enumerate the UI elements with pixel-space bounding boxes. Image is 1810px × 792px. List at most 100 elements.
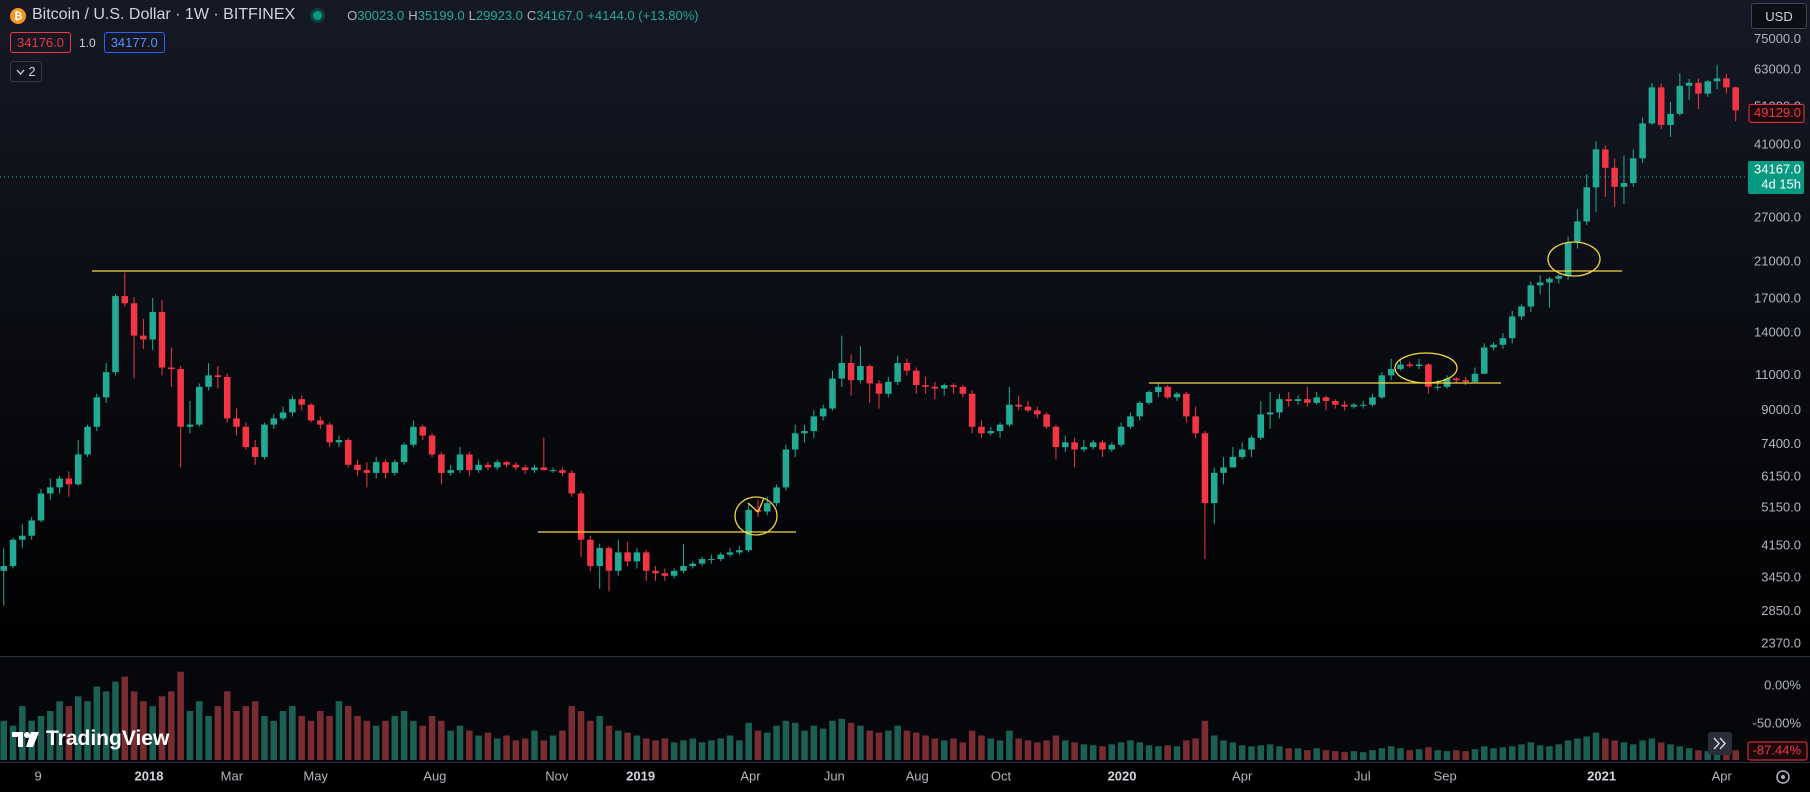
volume-bar bbox=[102, 691, 110, 760]
volume-bar bbox=[1089, 745, 1097, 760]
volume-bar bbox=[1713, 750, 1721, 760]
candle-body bbox=[65, 478, 73, 485]
volume-bar bbox=[1276, 746, 1283, 760]
x-tick-label: Oct bbox=[991, 768, 1012, 783]
volume-bar bbox=[1630, 744, 1637, 760]
candle-body bbox=[1136, 402, 1144, 417]
candle-body bbox=[1248, 437, 1255, 450]
candle-body bbox=[1257, 414, 1265, 438]
x-tick-label: Sep bbox=[1434, 768, 1457, 783]
volume-bar bbox=[1080, 744, 1088, 760]
volume-bar bbox=[1266, 744, 1274, 760]
volume-bar bbox=[1322, 750, 1330, 760]
volume-bar bbox=[615, 730, 622, 760]
candle-body bbox=[875, 383, 883, 394]
candle-body bbox=[1210, 472, 1218, 504]
volume-bar bbox=[47, 711, 54, 760]
candle-body bbox=[1648, 87, 1656, 124]
candle-body bbox=[1397, 364, 1404, 370]
candle-body bbox=[0, 566, 7, 571]
last-price-label: 34167.0 bbox=[1754, 161, 1801, 176]
candle-body bbox=[689, 563, 697, 567]
volume-bar bbox=[894, 725, 901, 760]
candle-body bbox=[512, 464, 520, 468]
candle-body bbox=[1639, 123, 1646, 159]
volume-bar bbox=[903, 730, 911, 760]
candle-body bbox=[382, 462, 389, 473]
volume-bar bbox=[1238, 745, 1246, 760]
currency-label: USD bbox=[1765, 8, 1793, 24]
candle-body bbox=[1238, 449, 1246, 457]
volume-bar bbox=[1099, 746, 1106, 760]
ohlc-value: 30023.0 bbox=[357, 7, 405, 23]
candle-body bbox=[903, 363, 911, 371]
volume-bar bbox=[410, 720, 417, 760]
volume-bar bbox=[484, 732, 492, 760]
volume-bar bbox=[652, 740, 659, 760]
candle-body bbox=[680, 566, 687, 571]
candle-body bbox=[1015, 404, 1022, 407]
volume-bar bbox=[298, 715, 305, 760]
candle-body bbox=[19, 535, 26, 540]
candle-body bbox=[605, 548, 613, 571]
sell-button[interactable]: 34176.0 bbox=[10, 32, 71, 53]
volume-bar bbox=[1434, 750, 1441, 760]
candle-body bbox=[913, 370, 920, 386]
volume-bar bbox=[698, 742, 706, 760]
y-tick-label: 6150.0 bbox=[1761, 469, 1801, 484]
candle-body bbox=[1071, 442, 1078, 450]
volume-bar bbox=[1704, 751, 1712, 760]
candle-body bbox=[1034, 410, 1041, 415]
candle-body bbox=[205, 375, 212, 387]
settings-button[interactable] bbox=[1776, 770, 1790, 784]
candle-body bbox=[1415, 364, 1423, 367]
volume-bar bbox=[326, 715, 333, 760]
ohlc-item: O30023.0 bbox=[347, 8, 404, 23]
marker-price-box bbox=[1748, 103, 1805, 123]
candle-body bbox=[1583, 187, 1590, 222]
volume-bar bbox=[1425, 747, 1432, 760]
indicators-count: 2 bbox=[28, 64, 36, 79]
logo-icon bbox=[12, 732, 39, 747]
candle-body bbox=[186, 424, 194, 427]
volume-bar bbox=[624, 732, 631, 760]
candle-body bbox=[615, 552, 622, 571]
volume-bar bbox=[931, 738, 939, 760]
volume-bar bbox=[205, 715, 212, 760]
candle-body bbox=[1080, 447, 1088, 450]
volume-bar bbox=[1108, 744, 1116, 760]
candle-body bbox=[1518, 306, 1525, 317]
candle-body bbox=[847, 363, 855, 381]
x-tick-label: 2019 bbox=[626, 768, 655, 783]
y-tick-label: 41000.0 bbox=[1754, 136, 1801, 151]
brand-logo: TradingView bbox=[12, 727, 169, 751]
candle-body bbox=[177, 369, 184, 427]
volume-bar bbox=[1406, 750, 1414, 760]
indicators-toggle[interactable]: 2 bbox=[10, 61, 42, 82]
candle-body bbox=[149, 311, 156, 340]
candle-body bbox=[503, 462, 510, 465]
candle-body bbox=[1406, 364, 1414, 367]
buy-button[interactable]: 34177.0 bbox=[103, 32, 165, 53]
volume-bar bbox=[140, 701, 147, 760]
symbol-title[interactable]: Bitcoin / U.S. Dollar · 1W · BITFINEX bbox=[32, 6, 296, 23]
candle-body bbox=[428, 435, 436, 455]
volume-bar bbox=[335, 701, 343, 760]
volume-bar bbox=[1006, 730, 1013, 760]
candle-body bbox=[1052, 426, 1060, 448]
y-tick-label: 2370.0 bbox=[1761, 635, 1801, 650]
volume-bar bbox=[1145, 745, 1153, 760]
candle-body bbox=[968, 393, 976, 427]
candle-body bbox=[410, 426, 417, 445]
volume-bar bbox=[670, 742, 678, 760]
volume-bar bbox=[1564, 740, 1572, 760]
candle-body bbox=[1555, 276, 1563, 279]
currency-button[interactable]: USD bbox=[1751, 3, 1807, 29]
candle-body bbox=[568, 472, 575, 494]
symbol-icon bbox=[10, 8, 26, 24]
volume-bar bbox=[521, 738, 529, 760]
volume-bar bbox=[65, 706, 73, 760]
volume-bar bbox=[782, 720, 790, 760]
volume-bar bbox=[372, 725, 380, 760]
